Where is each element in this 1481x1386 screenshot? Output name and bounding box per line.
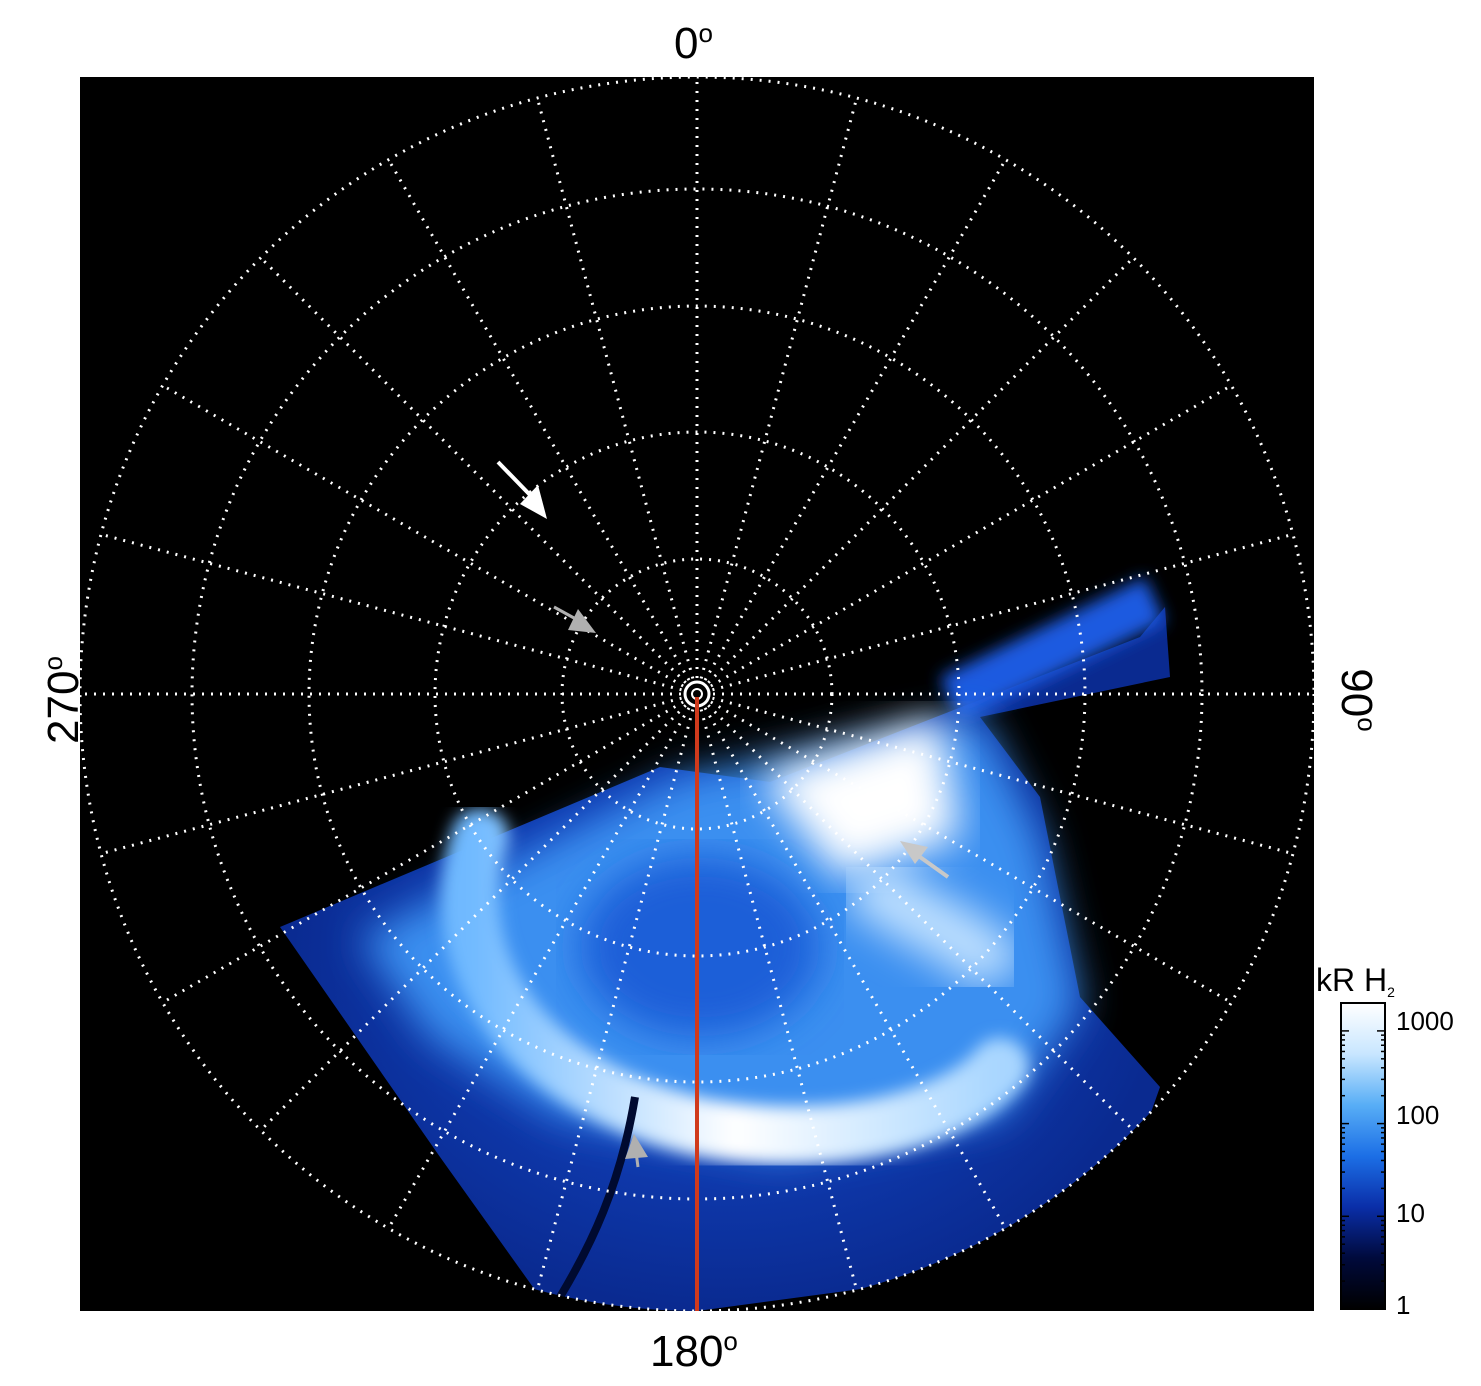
grid-meridian bbox=[387, 158, 691, 681]
label-90-degrees: 90o bbox=[1332, 630, 1382, 770]
colorbar-gradient bbox=[1340, 1002, 1386, 1310]
grid-meridian bbox=[100, 532, 682, 692]
grid-meridian bbox=[699, 709, 859, 1291]
degree-sign: o bbox=[723, 1326, 738, 1356]
degree-sign: o bbox=[698, 18, 713, 48]
emission-streak bbox=[940, 577, 1165, 722]
grid-meridian bbox=[259, 256, 687, 684]
colorbar-tick-1000: 1000 bbox=[1396, 1006, 1454, 1036]
grid-meridian bbox=[712, 696, 1294, 856]
dark-track bbox=[556, 1096, 639, 1300]
label-top-text: 0 bbox=[674, 19, 699, 68]
label-bottom-text: 180 bbox=[650, 1327, 724, 1376]
auroral-polar-projection-image bbox=[80, 77, 1314, 1311]
secondary-emission bbox=[840, 853, 1027, 993]
grid-meridian bbox=[535, 709, 695, 1291]
colorbar-tick-100: 100 bbox=[1396, 1100, 1440, 1130]
gray-arrow-lower bbox=[625, 1134, 648, 1168]
grid-meridian bbox=[161, 700, 684, 1004]
degree-sign: o bbox=[1352, 717, 1382, 732]
grid-meridian bbox=[259, 704, 687, 1132]
colorbar-tick-10: 10 bbox=[1396, 1198, 1425, 1228]
polar-dark-region bbox=[580, 857, 820, 1037]
grid-meridian bbox=[707, 704, 1135, 1132]
coordinate-grid bbox=[80, 77, 1314, 1311]
grid-meridian bbox=[699, 97, 859, 679]
grid-circle bbox=[307, 304, 1087, 1084]
gray-arrow-upper bbox=[553, 605, 596, 633]
grid-circle bbox=[433, 430, 961, 958]
colorbar-title-text: kR H bbox=[1316, 962, 1388, 998]
grid-meridian bbox=[387, 707, 691, 1230]
grid-meridian bbox=[703, 707, 1007, 1230]
grid-meridian bbox=[535, 97, 695, 679]
grid-meridian bbox=[710, 384, 1233, 688]
grid-meridian bbox=[710, 700, 1233, 1004]
grid-meridian bbox=[100, 696, 682, 856]
grid-meridian bbox=[703, 158, 1007, 681]
white-arrow bbox=[496, 460, 547, 519]
degree-sign: o bbox=[38, 656, 68, 671]
grid-meridian bbox=[161, 384, 684, 688]
auroral-emission-region bbox=[280, 577, 1170, 1311]
grid-meridian bbox=[712, 532, 1294, 692]
colorbar-tick-1: 1 bbox=[1396, 1290, 1411, 1320]
main-auroral-oval bbox=[440, 808, 1029, 1165]
bright-emission-patch bbox=[760, 717, 960, 877]
label-180-degrees: 180o bbox=[650, 1327, 738, 1376]
label-0-degrees: 0o bbox=[674, 19, 713, 68]
grid-meridian bbox=[707, 256, 1135, 684]
colorbar bbox=[1340, 1002, 1386, 1310]
colorbar-title: kR H2 bbox=[1316, 962, 1395, 1000]
gray-arrow-right bbox=[900, 841, 950, 879]
label-right-text: 90 bbox=[1332, 668, 1381, 718]
colorbar-title-subscript: 2 bbox=[1387, 984, 1395, 1000]
